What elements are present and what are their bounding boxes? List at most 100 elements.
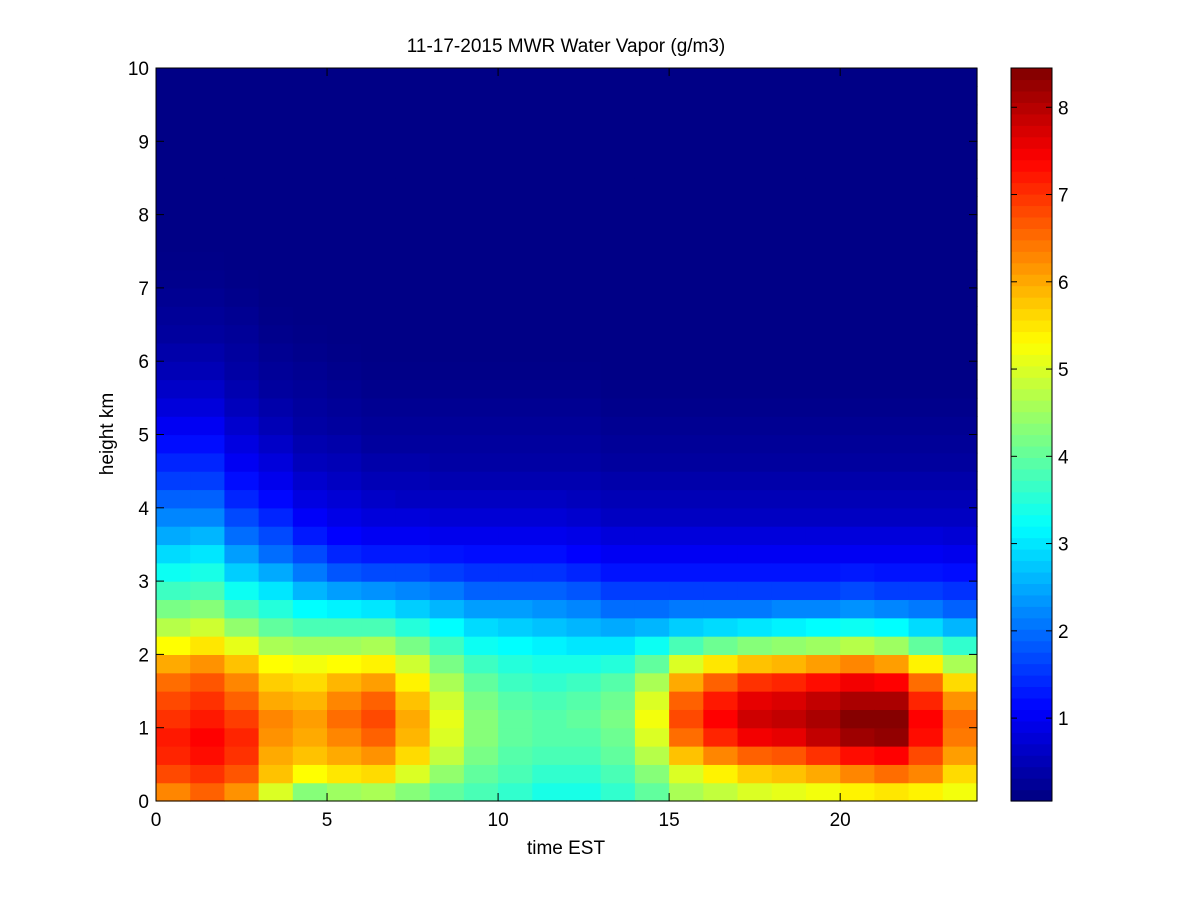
- heatmap-cell: [805, 672, 841, 692]
- heatmap-cell: [805, 782, 841, 802]
- heatmap-cell: [669, 122, 704, 142]
- heatmap-cell: [224, 68, 260, 87]
- heatmap-cell: [224, 269, 260, 289]
- heatmap-cell: [395, 434, 431, 454]
- heatmap-cell: [737, 489, 773, 509]
- colorbar-swatch: [1011, 457, 1052, 470]
- heatmap-cell: [805, 269, 841, 289]
- heatmap-cell: [703, 471, 739, 491]
- heatmap-cell: [703, 324, 739, 344]
- heatmap-cell: [634, 269, 670, 289]
- heatmap-cell: [771, 672, 807, 692]
- heatmap-cell: [463, 489, 499, 509]
- heatmap-cell: [292, 636, 328, 655]
- heatmap-cell: [634, 342, 670, 362]
- heatmap-cell: [498, 342, 533, 362]
- heatmap-cell: [942, 397, 978, 417]
- heatmap-cell: [771, 232, 807, 252]
- heatmap-cell: [634, 214, 670, 234]
- heatmap-cell: [361, 397, 397, 417]
- heatmap-cell: [737, 581, 773, 601]
- heatmap-cell: [395, 526, 431, 546]
- heatmap-cell: [361, 782, 397, 802]
- heatmap-cell: [840, 764, 875, 784]
- heatmap-cell: [874, 672, 910, 692]
- colorbar-swatch: [1011, 617, 1052, 630]
- heatmap-cell: [703, 434, 739, 454]
- heatmap-cell: [395, 746, 431, 765]
- heatmap-cell: [224, 562, 260, 582]
- heatmap-cell: [224, 489, 260, 509]
- heatmap-cell: [429, 287, 465, 307]
- y-axis: 0 1 2 3 4 5 6 7 8 9 10: [128, 59, 977, 813]
- heatmap-cell: [703, 104, 739, 124]
- colorbar-swatch: [1011, 228, 1052, 241]
- heatmap-cell: [669, 507, 704, 527]
- heatmap-cell: [874, 746, 910, 765]
- heatmap-cell: [600, 251, 636, 271]
- heatmap-cell: [258, 471, 294, 491]
- heatmap-cell: [156, 507, 191, 527]
- heatmap-cell: [429, 452, 465, 472]
- heatmap-cell: [463, 86, 499, 106]
- heatmap-cell: [771, 177, 807, 197]
- heatmap-cell: [703, 177, 739, 197]
- heatmap-cell: [463, 122, 499, 142]
- heatmap-cell: [395, 342, 431, 362]
- heatmap-cell: [292, 507, 328, 527]
- heatmap-cell: [395, 581, 431, 601]
- heatmap-cell: [224, 104, 260, 124]
- heatmap-cell: [634, 691, 670, 710]
- heatmap-cell: [805, 691, 841, 710]
- heatmap-cell: [737, 122, 773, 142]
- heatmap-cell: [908, 489, 944, 509]
- heatmap-cell: [566, 489, 602, 509]
- heatmap-cell: [258, 159, 294, 179]
- heatmap-cell: [327, 251, 362, 271]
- colorbar-swatch: [1011, 205, 1052, 218]
- heatmap-cell: [737, 232, 773, 252]
- heatmap-cell: [532, 544, 568, 564]
- heatmap-cell: [463, 104, 499, 124]
- heatmap-cell: [498, 416, 533, 436]
- heatmap-cell: [669, 214, 704, 234]
- heatmap-cell: [327, 672, 362, 692]
- heatmap-cell: [840, 691, 875, 710]
- heatmap-cell: [292, 397, 328, 417]
- heatmap-cell: [805, 562, 841, 582]
- heatmap-cell: [190, 251, 226, 271]
- heatmap-cell: [292, 68, 328, 87]
- heatmap-cell: [840, 324, 875, 344]
- heatmap-cell: [566, 654, 602, 674]
- heatmap-cell: [600, 196, 636, 216]
- heatmap-cell: [874, 177, 910, 197]
- heatmap-cell: [292, 177, 328, 197]
- heatmap-cell: [258, 526, 294, 546]
- heatmap-cell: [908, 746, 944, 765]
- heatmap-cell: [395, 141, 431, 161]
- heatmap-cell: [327, 562, 362, 582]
- heatmap-cell: [327, 122, 362, 142]
- heatmap-cell: [463, 507, 499, 527]
- heatmap-cell: [771, 122, 807, 142]
- heatmap-cell: [361, 489, 397, 509]
- heatmap-cell: [292, 196, 328, 216]
- heatmap-cell: [429, 489, 465, 509]
- heatmap-cell: [874, 196, 910, 216]
- heatmap-cell: [942, 361, 978, 381]
- heatmap-cell: [498, 104, 533, 124]
- heatmap-cell: [771, 562, 807, 582]
- heatmap-cell: [566, 141, 602, 161]
- heatmap-cell: [429, 397, 465, 417]
- heatmap-cell: [840, 617, 875, 637]
- heatmap-cell: [771, 782, 807, 802]
- heatmap-cell: [190, 306, 226, 326]
- heatmap-cell: [532, 672, 568, 692]
- heatmap-cell: [874, 507, 910, 527]
- heatmap-cell: [361, 251, 397, 271]
- heatmap-cell: [395, 306, 431, 326]
- heatmap-cell: [258, 544, 294, 564]
- heatmap-cell: [258, 324, 294, 344]
- heatmap-cell: [327, 782, 362, 802]
- heatmap-cell: [532, 562, 568, 582]
